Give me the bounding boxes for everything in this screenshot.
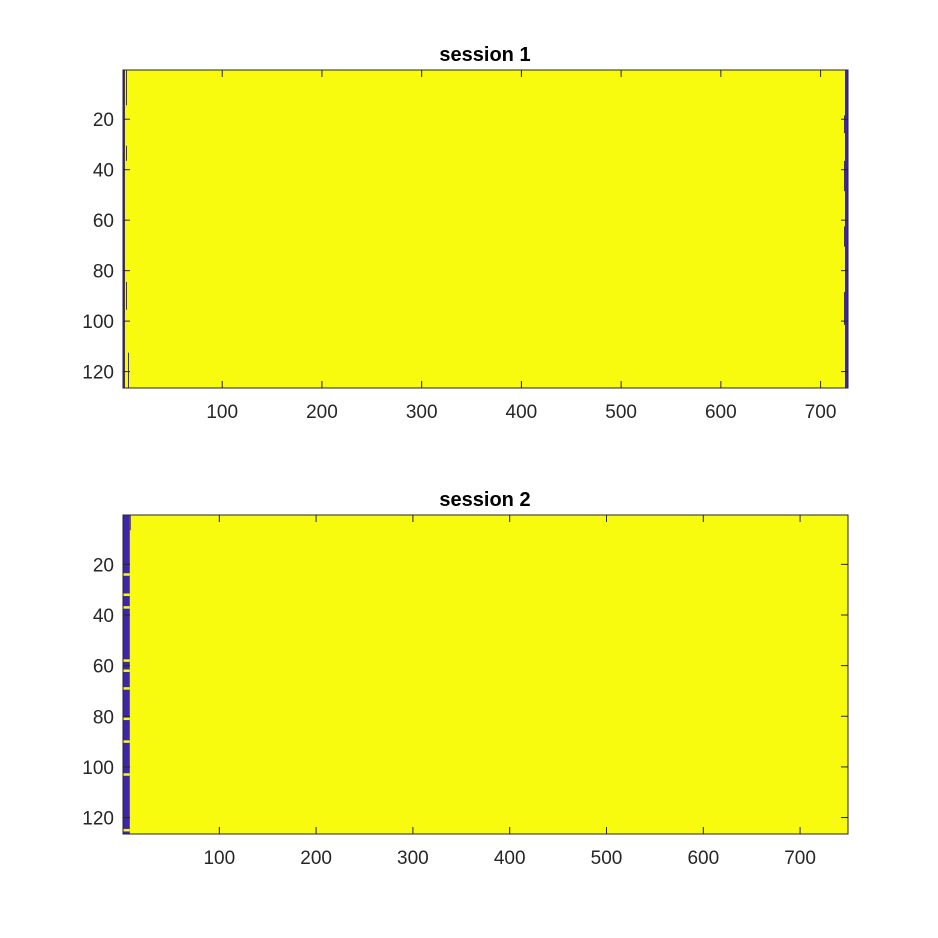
- y-tick-label: 60: [93, 211, 114, 232]
- heatmap-cell-strip: [123, 573, 130, 576]
- y-tick-label: 60: [93, 657, 114, 678]
- y-tick-label: 40: [93, 161, 114, 182]
- x-tick-label: 600: [687, 848, 719, 869]
- heatmap-cell-strip: [125, 145, 127, 161]
- subplot-title: session 2: [439, 489, 530, 511]
- axes-box: [122, 514, 849, 835]
- y-tick-label: 120: [82, 809, 114, 830]
- heatmap-cell-strip: [123, 606, 130, 609]
- y-tick-label: 100: [82, 758, 114, 779]
- x-tick-label: 400: [494, 848, 526, 869]
- heatmap-area: [123, 515, 848, 834]
- heatmap-cell-strip: [125, 282, 127, 310]
- heatmap-cell-strip: [123, 740, 130, 743]
- subplot-session-2: session 2 100 200 300 400 500 600 700 20 40 60 80…: [82, 489, 849, 869]
- subplot-title: session 1: [439, 44, 530, 66]
- x-tick-label: 100: [203, 848, 235, 869]
- x-tick-label: 500: [605, 402, 637, 423]
- heatmap-cell-strip: [123, 659, 130, 662]
- heatmap-cell-strip: [844, 292, 846, 325]
- heatmap-cell-strip: [125, 70, 127, 106]
- heatmap-background: [123, 70, 848, 388]
- heatmap-cell-strip: [844, 115, 846, 134]
- heatmap-cell-strip: [844, 226, 846, 247]
- heatmap-area: [123, 70, 848, 388]
- x-tick-label: 600: [705, 402, 737, 423]
- x-tick-label: 200: [306, 402, 338, 423]
- x-tick-label: 200: [300, 848, 332, 869]
- subplot-session-1: session 1 100 200 300 400 500 600 700 20 40 60 80…: [82, 44, 849, 423]
- heatmap-cell-strip: [123, 669, 130, 672]
- y-axis: 20 40 60 80 100 120: [82, 110, 848, 384]
- y-tick-label: 80: [93, 707, 114, 728]
- x-axis: 100 200 300 400 500 600 700: [206, 70, 836, 423]
- y-axis: 20 40 60 80 100 120: [82, 555, 848, 830]
- x-tick-label: 700: [805, 402, 837, 423]
- heatmap-cell-strip: [845, 70, 848, 388]
- x-tick-label: 300: [397, 848, 429, 869]
- heatmap-cell-strip: [123, 828, 130, 832]
- heatmap-cell-strip: [127, 352, 129, 388]
- y-tick-label: 80: [93, 262, 114, 283]
- heatmap-cell-strip: [123, 773, 130, 776]
- x-axis: 100 200 300 400 500 600 700: [203, 515, 816, 869]
- axes-box: [122, 69, 849, 389]
- y-tick-label: 20: [93, 110, 114, 131]
- heatmap-cell-strip: [123, 515, 130, 834]
- heatmap-cell-strip: [123, 687, 130, 690]
- x-tick-label: 400: [506, 402, 538, 423]
- heatmap-background: [123, 515, 848, 834]
- heatmap-cell-strip: [123, 717, 130, 721]
- heatmap-cell-strip: [123, 70, 125, 388]
- y-tick-label: 100: [82, 312, 114, 333]
- y-tick-label: 20: [93, 555, 114, 576]
- heatmap-cell-strip: [844, 160, 846, 192]
- y-tick-label: 40: [93, 606, 114, 627]
- x-tick-label: 300: [406, 402, 438, 423]
- heatmap-cell-strip: [129, 515, 131, 531]
- y-tick-label: 120: [82, 363, 114, 384]
- x-tick-label: 700: [784, 848, 816, 869]
- heatmap-cell-strip: [123, 593, 130, 597]
- x-tick-label: 500: [591, 848, 623, 869]
- x-tick-label: 100: [206, 402, 238, 423]
